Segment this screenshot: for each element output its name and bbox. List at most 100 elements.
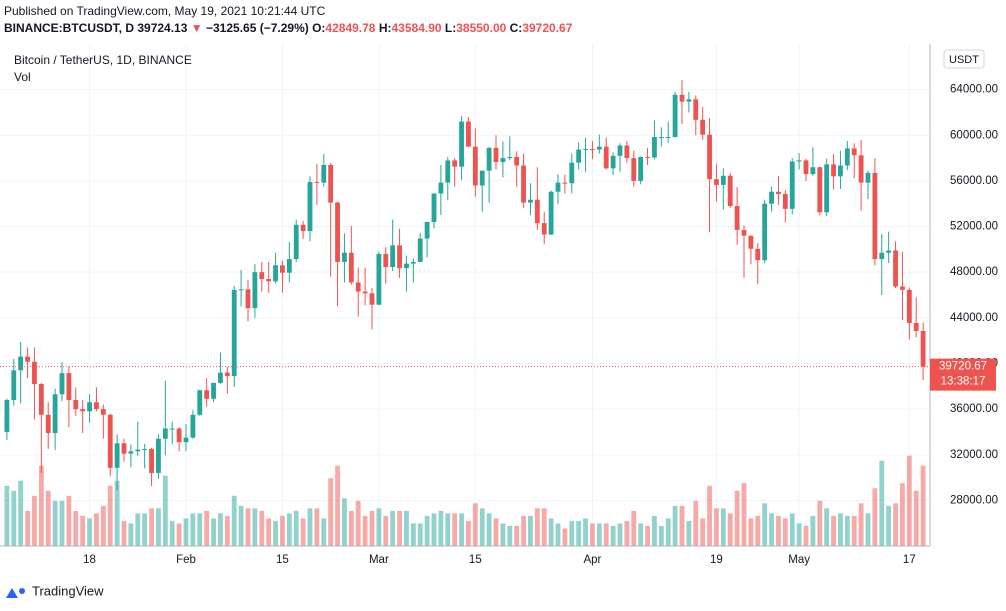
x-tick-label: 15 (469, 554, 482, 566)
candle-body (121, 443, 127, 454)
volume-bar (362, 515, 368, 546)
candle-body (280, 265, 285, 273)
volume-bar (273, 520, 278, 546)
candle-body (335, 202, 340, 262)
candle-body (286, 259, 292, 273)
candle-body (824, 164, 830, 213)
candle-body (11, 370, 17, 400)
candle-body (300, 224, 306, 232)
currency-button[interactable] (943, 49, 985, 69)
volume-bar (52, 500, 58, 546)
volume-bar (94, 513, 99, 546)
candle-body (238, 289, 244, 291)
volume-bar (107, 485, 113, 546)
candle-body (727, 175, 733, 207)
volume-bar (128, 523, 134, 546)
volume-bar (493, 518, 499, 546)
candle-body (521, 165, 526, 203)
candle-body (245, 289, 251, 309)
volume-bar (211, 518, 216, 546)
volume-bar (576, 520, 582, 546)
volume-bar (720, 508, 726, 546)
y-tick-label: 36000.00 (950, 403, 998, 415)
volume-bar (748, 518, 754, 546)
volume-bar (59, 500, 65, 546)
candle-body (459, 121, 464, 167)
volume-bar (658, 525, 664, 546)
candle-body (500, 158, 506, 163)
x-tick-label: Apr (583, 554, 601, 566)
candle-body (259, 272, 265, 280)
candle-body (142, 449, 148, 451)
candle-body (404, 263, 409, 269)
candle-body (658, 136, 664, 138)
candle-body (218, 372, 223, 383)
volume-bar (38, 465, 44, 546)
candle-body (913, 322, 919, 331)
volume-bar (135, 513, 141, 546)
candle-body (252, 272, 258, 309)
x-tick-label: 19 (710, 554, 723, 566)
volume-bar (541, 508, 547, 546)
volume-bar (459, 513, 464, 546)
volume-bar (266, 518, 272, 546)
y-tick-label: 48000.00 (950, 266, 998, 278)
candle-body (149, 449, 154, 473)
volume-bar (817, 500, 823, 546)
candle-body (638, 156, 644, 181)
candle-body (328, 164, 334, 203)
volume-bar (307, 508, 313, 546)
candle-body (879, 252, 885, 260)
volume-bar (438, 510, 444, 546)
candle-body (906, 289, 912, 323)
volume-bar (335, 465, 340, 546)
y-tick-label: 28000.00 (950, 494, 998, 506)
candle-body (342, 252, 347, 262)
candle-body (886, 250, 892, 253)
candle-body (514, 156, 520, 166)
volume-bar (672, 505, 678, 546)
volume-bar (321, 518, 327, 546)
candle-body (293, 224, 299, 260)
volume-bar (741, 483, 747, 546)
c-value: 39720.67 (522, 21, 572, 35)
last-price-box (930, 358, 996, 391)
candle-body (679, 94, 685, 102)
volume-bar (665, 518, 671, 546)
candle-body (528, 199, 533, 203)
candle-body (369, 293, 375, 305)
y-tick-label: 60000.00 (950, 129, 998, 141)
volume-bar (645, 525, 650, 546)
volume-bar (590, 523, 595, 546)
candle-body (541, 223, 547, 235)
h-label: H: (379, 21, 392, 35)
candle-body (686, 99, 692, 102)
last: 39724.13 (137, 21, 187, 35)
volume-bar (252, 508, 258, 546)
currency[interactable]: USDT (949, 54, 979, 66)
candle-body (776, 191, 781, 195)
volume-bar (162, 475, 168, 546)
candle-body (431, 193, 437, 222)
candle-body (534, 199, 540, 224)
y-tick-label: 64000.00 (950, 84, 998, 96)
candle-body (445, 160, 451, 183)
y-tick-label: 52000.00 (950, 221, 998, 233)
candle-body (162, 428, 168, 439)
volume-bar (218, 513, 223, 546)
volume-bar (617, 523, 623, 546)
candle-body (810, 167, 816, 175)
candle-body (700, 119, 706, 135)
volume-bar (417, 523, 423, 546)
candle-body (73, 399, 79, 410)
candle-body (569, 162, 575, 184)
volume-bar (900, 483, 905, 546)
volume-bar (521, 515, 526, 546)
volume-bar (920, 465, 926, 546)
symbol-line: BINANCE:BTCUSDT, D 39724.13 ▼ −3125.65 (… (4, 21, 573, 35)
x-tick-label: 17 (903, 554, 916, 566)
volume-bar (872, 488, 878, 546)
candle-body (748, 235, 754, 249)
candle-body (548, 191, 554, 235)
candle-body (417, 238, 423, 262)
